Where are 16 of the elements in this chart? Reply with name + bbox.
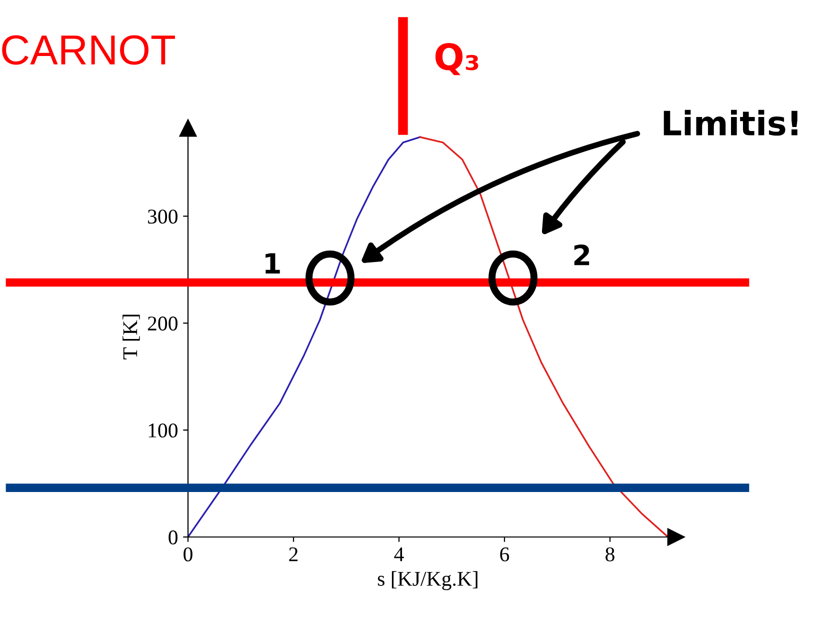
x-tick-label: 0 bbox=[184, 547, 192, 562]
annotation: 1 bbox=[266, 253, 280, 274]
y-tick-label: 300 bbox=[148, 210, 178, 224]
text: Limitis! bbox=[664, 110, 798, 136]
text: Q₃ bbox=[435, 43, 478, 76]
x-tick-label: 4 bbox=[394, 547, 404, 562]
x-tick-label: 2 bbox=[289, 547, 298, 562]
y-tick-label: 200 bbox=[148, 316, 178, 331]
y-tick-label: 100 bbox=[148, 423, 178, 438]
y-axis-title: T [K] bbox=[122, 314, 140, 360]
y-tick-label: 0 bbox=[168, 530, 178, 544]
x-axis-title: s [KJ/Kg.K] bbox=[378, 571, 478, 590]
annotation: 2 bbox=[574, 244, 590, 266]
x-tick-label: 8 bbox=[606, 547, 614, 562]
x-tick-label: 6 bbox=[500, 547, 510, 562]
text: CARNOT bbox=[2, 35, 175, 65]
